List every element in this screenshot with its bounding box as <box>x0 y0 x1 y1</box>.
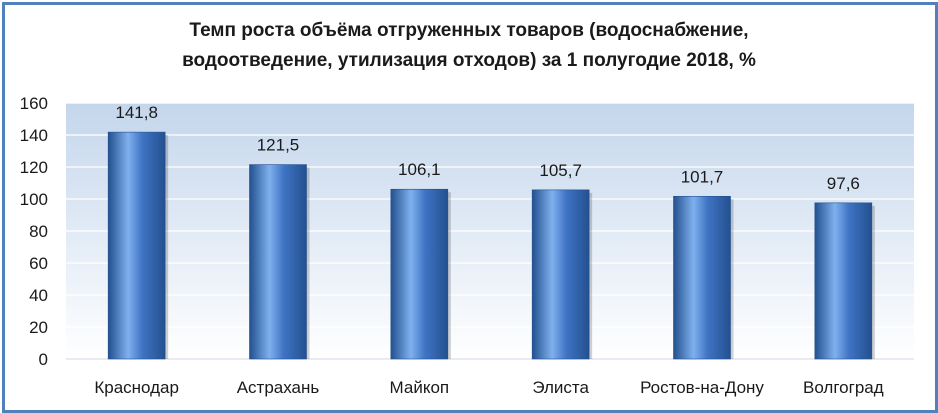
category-label: Волгоград <box>803 378 884 397</box>
data-label: 101,7 <box>681 167 724 186</box>
y-tick-label: 140 <box>20 126 48 145</box>
data-label: 97,6 <box>827 174 860 193</box>
bar <box>531 189 590 360</box>
y-tick-label: 0 <box>39 350 48 369</box>
data-label: 106,1 <box>398 160 441 179</box>
bar <box>249 164 307 360</box>
category-label: Элиста <box>532 378 589 397</box>
bar <box>107 131 166 360</box>
y-tick-label: 20 <box>29 318 48 337</box>
category-label: Майкоп <box>390 378 450 397</box>
category-label: Ростов-на-Дону <box>640 378 764 397</box>
data-label: 121,5 <box>257 136 300 155</box>
chart-title-line-1: Темп роста объёма отгруженных товаров (в… <box>189 20 749 41</box>
y-tick-label: 120 <box>20 158 48 177</box>
bar <box>673 195 731 360</box>
y-tick-label: 80 <box>29 222 48 241</box>
category-label: Краснодар <box>94 378 179 397</box>
y-tick-label: 40 <box>29 286 48 305</box>
y-tick-label: 60 <box>29 254 48 273</box>
y-tick-label: 100 <box>20 190 48 209</box>
category-label: Астрахань <box>237 378 320 397</box>
y-tick-label: 160 <box>20 94 48 113</box>
bar <box>814 202 873 360</box>
chart-title-line-2: водоотведение, утилизация отходов) за 1 … <box>182 50 756 71</box>
data-label: 105,7 <box>539 161 582 180</box>
data-label: 141,8 <box>115 103 158 122</box>
bar <box>390 188 449 360</box>
